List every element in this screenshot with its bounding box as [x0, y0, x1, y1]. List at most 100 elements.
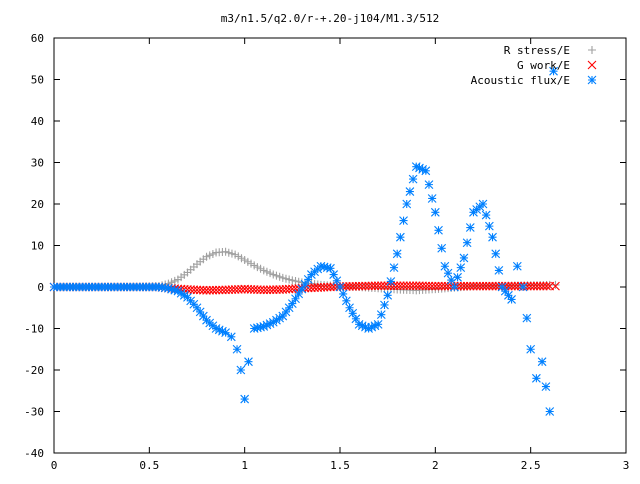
y-tick-label: -20 — [24, 364, 44, 377]
x-tick-label: 0 — [51, 459, 58, 472]
data-point — [440, 261, 450, 271]
data-point — [354, 319, 364, 329]
data-point — [364, 324, 373, 333]
data-point — [488, 281, 497, 291]
y-tick-label: 20 — [31, 198, 44, 211]
data-point-interp — [386, 281, 396, 291]
data-point-interp — [395, 281, 405, 291]
data-point-interp — [465, 281, 475, 291]
legend: R stress/E G work/E Acoustic flux/E — [471, 44, 597, 87]
data-point-interp — [415, 281, 424, 291]
data-point-interp — [494, 266, 504, 275]
data-point-interp — [214, 325, 224, 335]
data-point — [373, 281, 383, 291]
data-point — [545, 407, 555, 416]
data-point-interp — [481, 210, 491, 220]
data-point-interp — [475, 281, 485, 291]
data-point-interp — [389, 263, 399, 273]
data-point-interp — [462, 281, 472, 291]
data-point-interp — [500, 286, 510, 296]
y-tick-label: 10 — [31, 240, 44, 253]
data-point — [411, 281, 421, 291]
data-point-interp — [408, 281, 418, 291]
data-point-interp — [218, 285, 227, 295]
y-tick-label: -30 — [24, 406, 44, 419]
data-point-interp — [272, 285, 281, 295]
data-point — [430, 281, 440, 291]
data-point-interp — [532, 281, 542, 291]
data-point-interp — [434, 281, 443, 291]
data-point-interp — [529, 281, 539, 291]
data-point-interp — [456, 263, 466, 273]
data-point-interp — [484, 221, 494, 231]
x-tick-label: 2 — [432, 459, 439, 472]
data-point-interp — [367, 322, 377, 332]
data-point-interp — [462, 238, 472, 248]
data-point — [164, 283, 173, 293]
data-point-interp — [510, 281, 520, 291]
data-point — [259, 322, 269, 331]
data-point-interp — [453, 272, 462, 282]
data-point-interp — [395, 232, 405, 242]
data-point — [411, 162, 421, 172]
data-point-interp — [256, 322, 265, 332]
data-point-interp — [538, 281, 548, 291]
data-point-interp — [198, 311, 208, 321]
data-point-interp — [319, 262, 329, 272]
data-point-interp — [351, 314, 361, 324]
data-point — [512, 261, 522, 271]
data-point-interp — [541, 382, 551, 391]
data-point-interp — [351, 281, 361, 291]
data-point — [373, 319, 383, 329]
data-point — [537, 357, 547, 367]
data-point-interp — [205, 285, 215, 295]
data-point-interp — [380, 300, 389, 310]
data-point-interp — [195, 307, 205, 317]
data-point-interp — [405, 187, 415, 196]
data-point-interp — [361, 281, 370, 291]
data-point-interp — [405, 281, 415, 291]
data-point — [526, 344, 536, 354]
data-point-interp — [341, 296, 351, 306]
data-point — [450, 282, 459, 292]
data-point-interp — [198, 285, 208, 295]
data-point-interp — [357, 321, 367, 331]
data-point-interp — [211, 285, 221, 295]
data-point-interp — [443, 268, 453, 278]
y-tick-label: 40 — [31, 115, 44, 128]
data-point-interp — [294, 289, 304, 299]
data-point-interp — [484, 281, 494, 291]
data-point — [232, 344, 242, 354]
data-point — [507, 295, 516, 304]
data-point-interp — [348, 281, 358, 291]
data-point — [226, 332, 236, 342]
data-point — [459, 253, 469, 263]
data-point — [249, 324, 259, 333]
x-tick-label: 1.5 — [330, 459, 350, 472]
y-tick-label: 0 — [37, 281, 44, 294]
data-point — [421, 166, 431, 176]
legend-marker — [588, 46, 596, 54]
data-point — [192, 303, 202, 313]
data-point — [526, 281, 536, 291]
data-point — [326, 263, 335, 273]
data-point — [551, 280, 560, 289]
data-point — [173, 286, 183, 296]
data-point — [497, 282, 507, 292]
data-point-interp — [256, 285, 265, 295]
data-point-interp — [176, 288, 186, 298]
data-point-interp — [208, 285, 218, 295]
data-point-interp — [380, 281, 389, 291]
data-point — [345, 303, 354, 313]
legend-marker — [587, 60, 597, 70]
data-point-interp — [542, 281, 551, 291]
y-tick-label: 60 — [31, 32, 44, 45]
data-point — [202, 285, 211, 295]
data-point — [469, 281, 478, 291]
data-point-interp — [370, 321, 380, 331]
y-tick-label: 50 — [31, 74, 44, 87]
legend-marker — [587, 75, 597, 85]
data-point-interp — [437, 243, 447, 253]
data-point-interp — [402, 281, 412, 291]
